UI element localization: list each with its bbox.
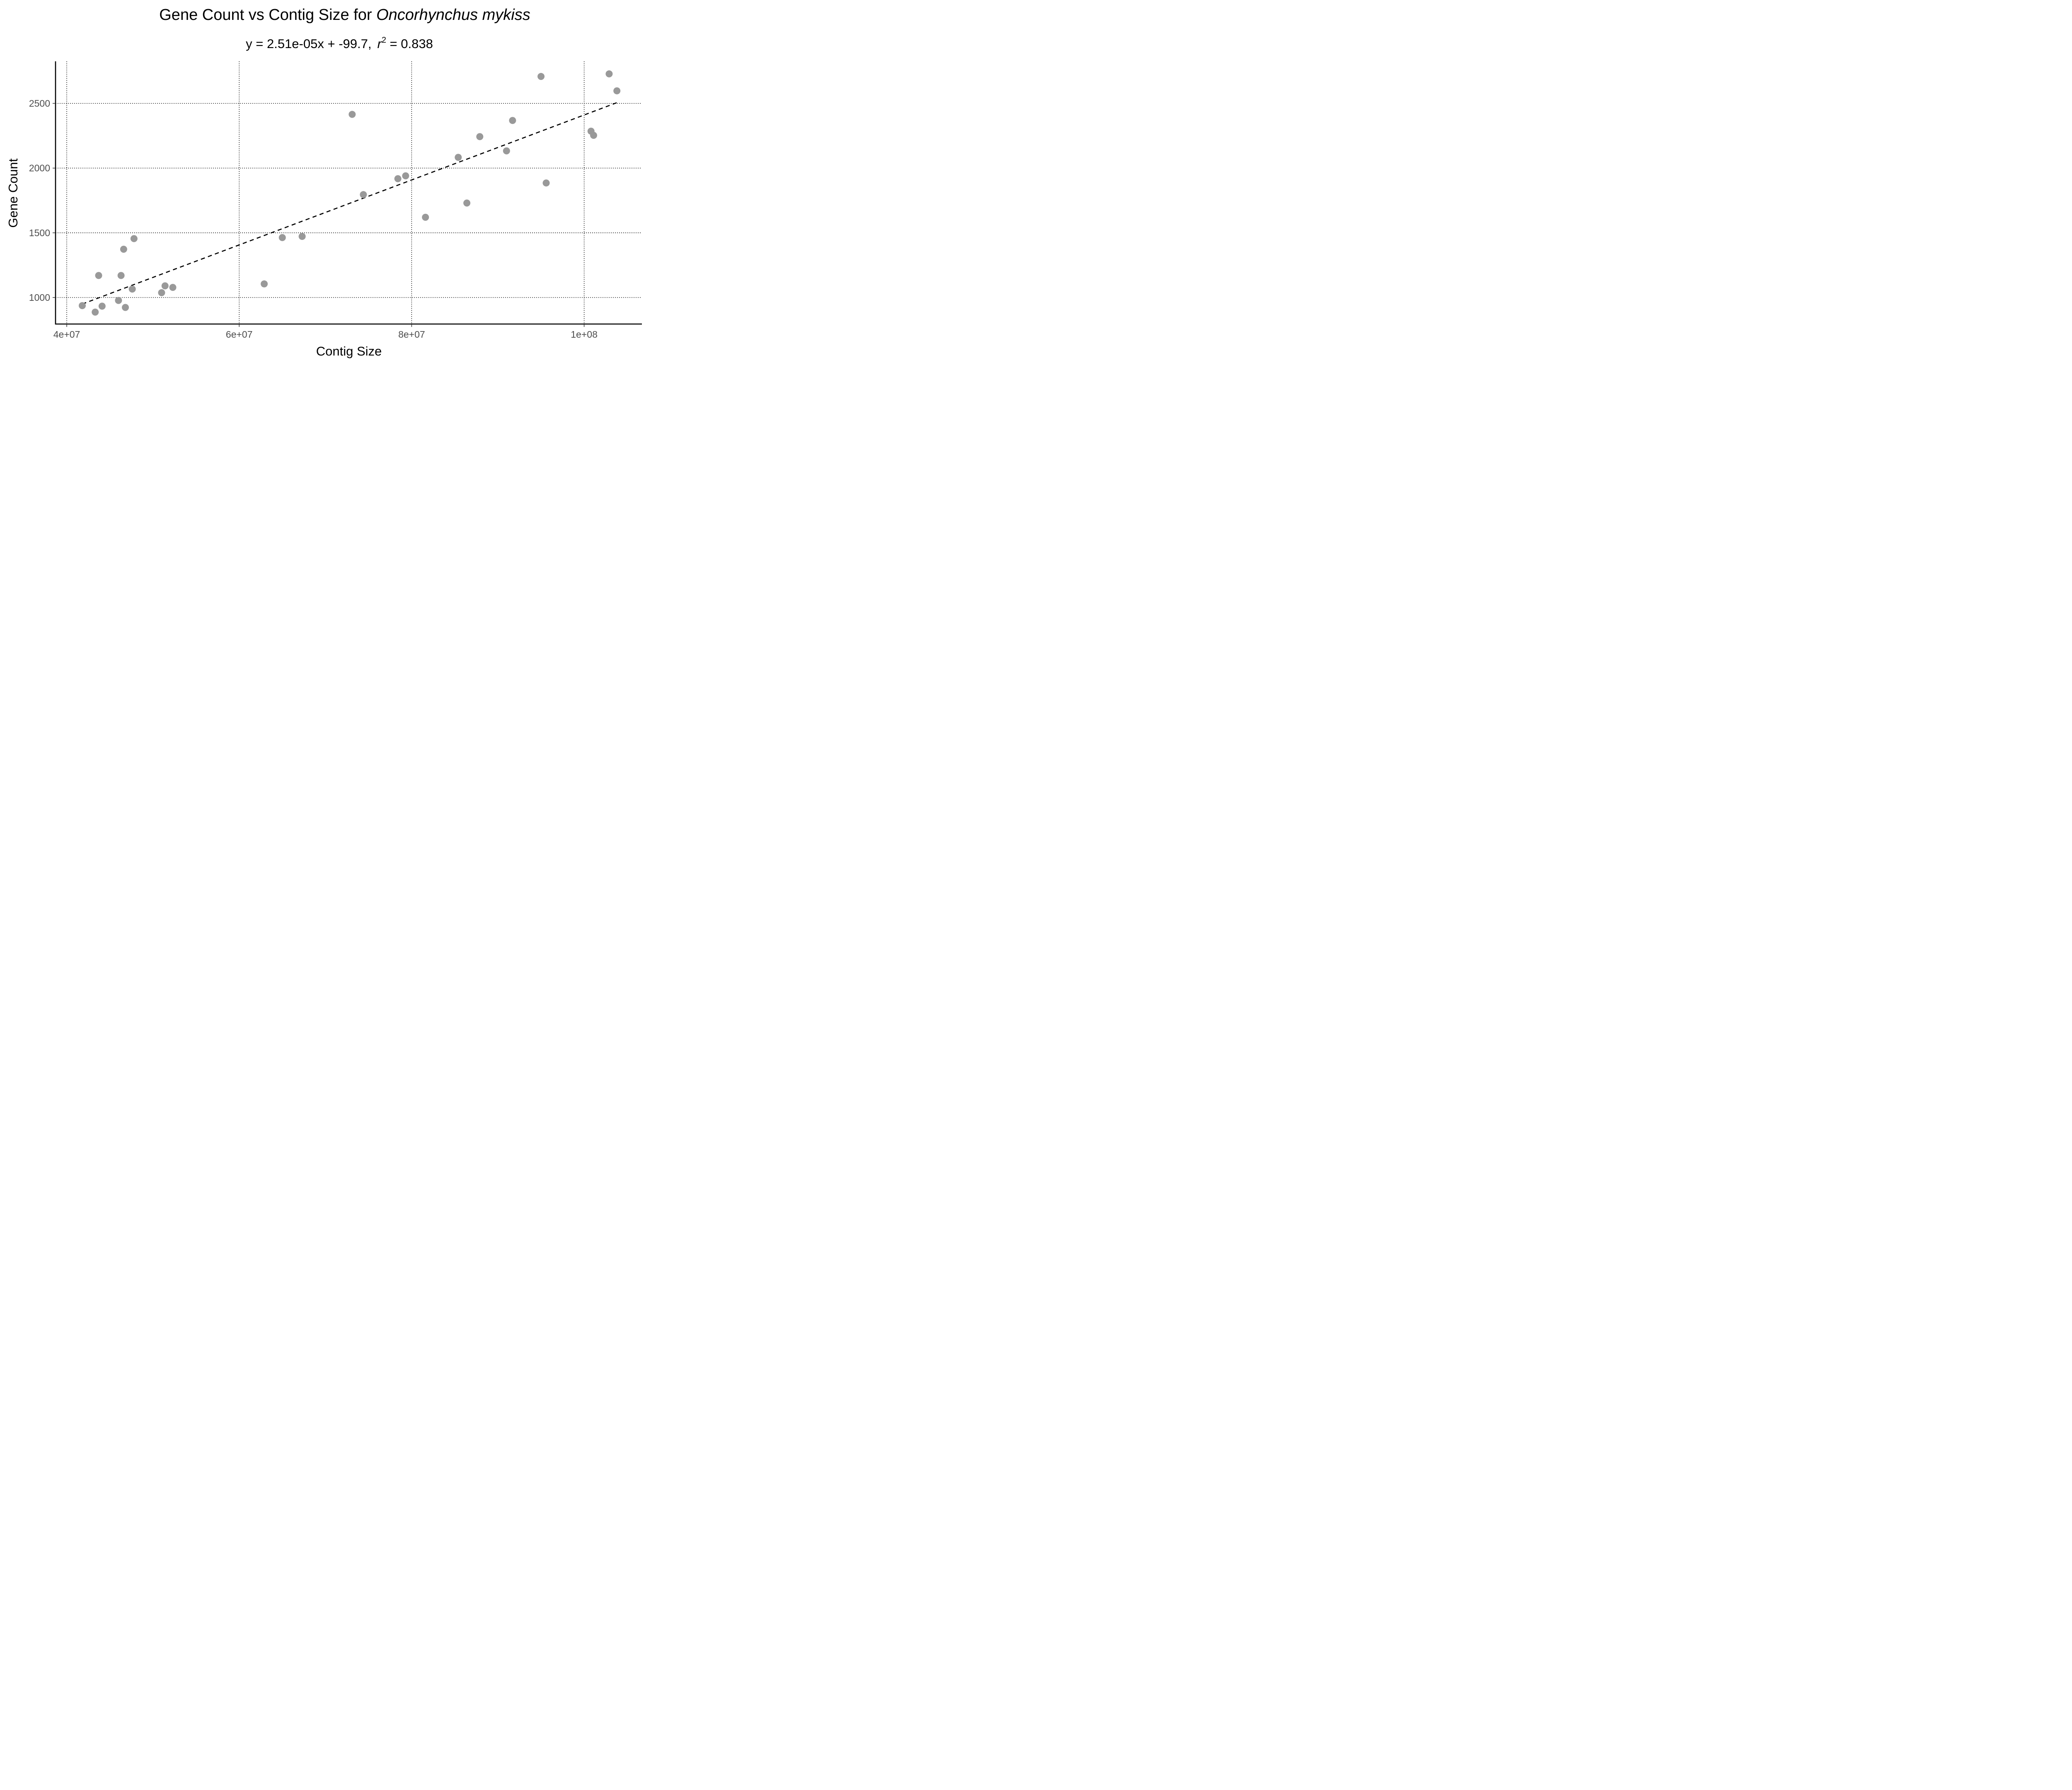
scatter-point bbox=[169, 284, 177, 291]
scatter-point bbox=[92, 308, 99, 316]
x-axis-ticks: 4e+07 6e+07 8e+07 1e+08 bbox=[53, 324, 598, 340]
scatter-point bbox=[95, 272, 102, 279]
r-squared-exponent: 2 bbox=[382, 36, 386, 45]
x-tick-label: 6e+07 bbox=[226, 329, 253, 340]
scatter-point bbox=[509, 117, 516, 124]
y-axis-label: Gene Count bbox=[6, 158, 20, 228]
scatter-point bbox=[261, 280, 268, 288]
scatter-point bbox=[590, 132, 597, 139]
equation-plus: + bbox=[324, 36, 339, 51]
equation-lhs: y bbox=[246, 36, 252, 51]
scatter-point bbox=[613, 87, 621, 94]
equation-intercept: -99.7, bbox=[339, 36, 371, 51]
scatter-point bbox=[360, 191, 367, 198]
x-tick-label: 8e+07 bbox=[398, 329, 425, 340]
chart: Gene Count vs Contig Size for Oncorhynch… bbox=[0, 0, 650, 365]
y-tick-label: 2500 bbox=[29, 98, 50, 109]
scatter-point bbox=[537, 73, 545, 80]
scatter-point bbox=[463, 199, 471, 207]
scatter-point bbox=[455, 154, 462, 161]
regression-layer bbox=[82, 102, 617, 305]
scatter-point bbox=[476, 133, 484, 140]
scatter-point bbox=[128, 285, 136, 293]
y-axis-ticks: 1000 1500 2000 2500 bbox=[29, 98, 56, 303]
regression-line bbox=[82, 102, 617, 305]
chart-title-species: Oncorhynchus mykiss bbox=[376, 6, 530, 24]
scatter-point bbox=[79, 302, 86, 310]
scatter-point bbox=[158, 289, 165, 296]
scatter-point bbox=[394, 175, 402, 182]
x-tick-label: 4e+07 bbox=[53, 329, 80, 340]
scatter-point bbox=[605, 70, 613, 77]
r-squared-symbol: r bbox=[377, 36, 382, 51]
scatter-point bbox=[130, 235, 138, 242]
scatter-point bbox=[122, 304, 129, 311]
data-points bbox=[79, 70, 621, 316]
scatter-point bbox=[503, 147, 510, 155]
scatter-point bbox=[542, 179, 550, 187]
y-tick-label: 1000 bbox=[29, 292, 50, 303]
y-tick-label: 2000 bbox=[29, 163, 50, 174]
scatter-point bbox=[120, 245, 127, 253]
chart-subtitle: y = 2.51e-05x + -99.7, r2 = 0.838 bbox=[246, 36, 433, 51]
scatter-point bbox=[278, 234, 286, 241]
chart-title: Gene Count vs Contig Size for Oncorhynch… bbox=[159, 6, 530, 24]
r-squared-value: 0.838 bbox=[401, 36, 433, 51]
y-tick-label: 1500 bbox=[29, 227, 50, 238]
x-tick-label: 1e+08 bbox=[571, 329, 598, 340]
x-axis-label: Contig Size bbox=[316, 344, 382, 358]
scatter-point bbox=[117, 272, 125, 279]
scatter-point bbox=[298, 233, 306, 240]
scatter-point bbox=[98, 302, 106, 310]
r-squared-equals: = bbox=[386, 36, 401, 51]
scatter-point bbox=[422, 213, 429, 221]
scatter-plot: Gene Count vs Contig Size for Oncorhynch… bbox=[6, 6, 642, 358]
equation-coefficient: 2.51e-05x bbox=[267, 36, 324, 51]
scatter-point bbox=[161, 282, 169, 290]
equation-equals: = bbox=[252, 36, 267, 51]
scatter-point bbox=[349, 111, 356, 118]
scatter-point bbox=[402, 172, 409, 179]
gridlines bbox=[56, 61, 642, 324]
chart-title-main: Gene Count vs Contig Size for bbox=[159, 6, 376, 24]
scatter-point bbox=[115, 297, 122, 304]
